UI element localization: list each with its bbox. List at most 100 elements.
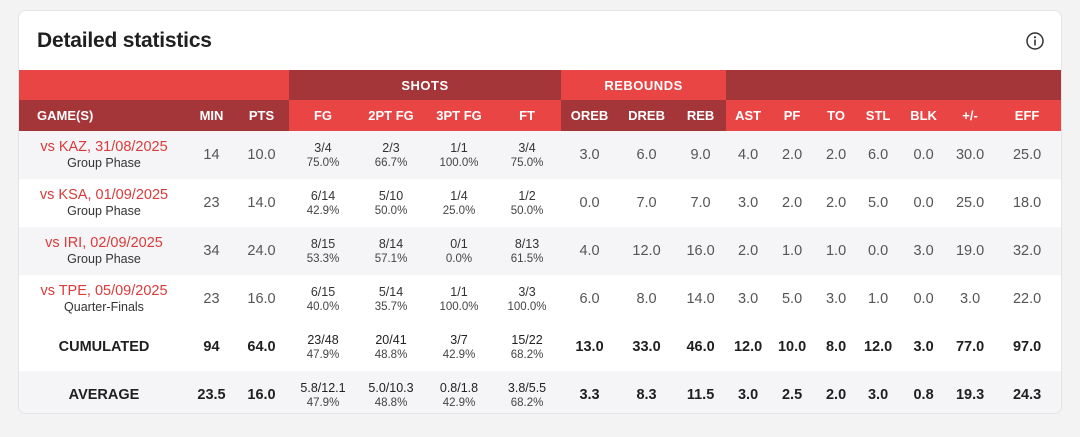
- col-header-reb[interactable]: REB: [675, 100, 727, 131]
- cell-2pt-pct: 48.8%: [374, 396, 408, 409]
- cell-to: 1.0: [814, 227, 859, 275]
- cell-pts: 16.0: [234, 275, 289, 323]
- game-cell: vs IRI, 02/09/2025 Group Phase: [19, 227, 189, 275]
- cell-plus-minus: 77.0: [949, 323, 992, 371]
- col-header-blk[interactable]: BLK: [898, 100, 950, 131]
- column-header-row: GAME(S) MIN PTS FG 2PT FG 3PT FG FT OREB…: [19, 100, 1061, 131]
- cell-3pt-pct: 100.0%: [439, 300, 479, 313]
- col-header-pts[interactable]: PTS: [234, 100, 289, 131]
- group-header-shots: SHOTS: [289, 70, 562, 100]
- table-row: vs KSA, 01/09/2025 Group Phase 23 14.0 6…: [19, 179, 1061, 227]
- cell-plus-minus: 3.0: [949, 275, 992, 323]
- cell-fg-pct: 47.9%: [306, 348, 340, 361]
- cell-to: 2.0: [814, 371, 859, 413]
- cell-ft-made: 3/3: [518, 284, 536, 299]
- col-header-eff[interactable]: EFF: [991, 100, 1061, 131]
- cell-to: 2.0: [814, 179, 859, 227]
- cell-fg-made: 8/15: [310, 236, 336, 251]
- game-link[interactable]: vs KAZ, 31/08/2025: [40, 139, 168, 155]
- cell-fg-pct: 40.0%: [306, 300, 340, 313]
- cell-stl: 1.0: [858, 275, 899, 323]
- cell-ft-pct: 61.5%: [510, 252, 544, 265]
- cell-ast: 2.0: [726, 227, 771, 275]
- cell-ft-made: 1/2: [518, 188, 536, 203]
- cell-3pt-made: 1/1: [450, 140, 468, 155]
- cell-3pt-made: 0.8/1.8: [439, 380, 479, 395]
- stats-table: SHOTS REBOUNDS GAME(S) MIN PTS FG 2PT FG…: [19, 70, 1061, 413]
- cell-ft: 3/4 75.0%: [493, 131, 562, 179]
- cell-ft-made: 8/13: [514, 236, 540, 251]
- cell-oreb: 4.0: [561, 227, 619, 275]
- cell-fg-pct: 47.9%: [306, 396, 340, 409]
- cell-blk: 0.8: [898, 371, 950, 413]
- cell-to: 2.0: [814, 131, 859, 179]
- cell-oreb: 0.0: [561, 179, 619, 227]
- game-cell: vs TPE, 05/09/2025 Quarter-Finals: [19, 275, 189, 323]
- cell-dreb: 33.0: [618, 323, 676, 371]
- col-header-games[interactable]: GAME(S): [19, 100, 189, 131]
- cell-eff: 22.0: [991, 275, 1061, 323]
- game-cell: vs KSA, 01/09/2025 Group Phase: [19, 179, 189, 227]
- cell-ft-pct: 50.0%: [510, 204, 544, 217]
- cell-2pt-pct: 48.8%: [374, 348, 408, 361]
- col-header-to[interactable]: TO: [814, 100, 859, 131]
- cell-2pt-made: 5/10: [378, 188, 404, 203]
- cell-dreb: 7.0: [618, 179, 676, 227]
- cell-ft-made: 3.8/5.5: [507, 380, 547, 395]
- cell-fg-pct: 42.9%: [306, 204, 340, 217]
- card-title: Detailed statistics: [37, 29, 212, 52]
- col-header-fg[interactable]: FG: [289, 100, 357, 131]
- cell-2pt-fg: 5.0/10.3 48.8%: [357, 371, 425, 413]
- col-header-ft[interactable]: FT: [493, 100, 562, 131]
- cell-plus-minus: 19.3: [949, 371, 992, 413]
- cell-eff: 32.0: [991, 227, 1061, 275]
- cell-ft: 1/2 50.0%: [493, 179, 562, 227]
- cell-2pt-fg: 2/3 66.7%: [357, 131, 425, 179]
- cell-plus-minus: 30.0: [949, 131, 992, 179]
- cell-ast: 4.0: [726, 131, 771, 179]
- col-header-min[interactable]: MIN: [189, 100, 234, 131]
- cell-oreb: 3.0: [561, 131, 619, 179]
- cell-min: 14: [189, 131, 234, 179]
- col-header-pf[interactable]: PF: [770, 100, 815, 131]
- col-header-ast[interactable]: AST: [726, 100, 771, 131]
- col-header-stl[interactable]: STL: [858, 100, 899, 131]
- cell-oreb: 13.0: [561, 323, 619, 371]
- cell-fg-made: 23/48: [307, 332, 339, 347]
- detailed-statistics-card: Detailed statistics SHOTS REBOUNDS GAME(…: [18, 10, 1062, 414]
- cell-3pt-fg: 1/1 100.0%: [425, 275, 493, 323]
- cell-fg-pct: 53.3%: [306, 252, 340, 265]
- cell-plus-minus: 25.0: [949, 179, 992, 227]
- cell-reb: 9.0: [675, 131, 727, 179]
- col-header-2pt-fg[interactable]: 2PT FG: [357, 100, 425, 131]
- cell-3pt-pct: 100.0%: [439, 156, 479, 169]
- cell-fg-made: 6/15: [310, 284, 336, 299]
- info-icon[interactable]: [1025, 31, 1045, 51]
- table-row: vs TPE, 05/09/2025 Quarter-Finals 23 16.…: [19, 275, 1061, 323]
- game-link[interactable]: vs KSA, 01/09/2025: [39, 187, 169, 203]
- cell-eff: 25.0: [991, 131, 1061, 179]
- cell-pts: 24.0: [234, 227, 289, 275]
- cell-eff: 97.0: [991, 323, 1061, 371]
- game-link[interactable]: vs IRI, 02/09/2025: [45, 235, 163, 251]
- col-header-dreb[interactable]: DREB: [618, 100, 676, 131]
- cell-dreb: 6.0: [618, 131, 676, 179]
- cell-fg: 3/4 75.0%: [289, 131, 357, 179]
- cell-fg-made: 6/14: [310, 188, 336, 203]
- col-header-oreb[interactable]: OREB: [561, 100, 619, 131]
- col-header-3pt-fg[interactable]: 3PT FG: [425, 100, 493, 131]
- game-link[interactable]: vs TPE, 05/09/2025: [40, 283, 168, 299]
- cell-eff: 18.0: [991, 179, 1061, 227]
- cell-stl: 6.0: [858, 131, 899, 179]
- cell-ft-made: 3/4: [518, 140, 536, 155]
- cell-2pt-pct: 66.7%: [374, 156, 408, 169]
- average-label: AVERAGE: [19, 371, 189, 413]
- col-header-plus-minus[interactable]: +/-: [949, 100, 992, 131]
- cell-fg: 6/15 40.0%: [289, 275, 357, 323]
- cell-ft: 3/3 100.0%: [493, 275, 562, 323]
- cell-pf: 2.5: [770, 371, 815, 413]
- cell-oreb: 3.3: [561, 371, 619, 413]
- cell-pts: 16.0: [234, 371, 289, 413]
- game-phase: Group Phase: [67, 156, 141, 170]
- cell-3pt-fg: 0.8/1.8 42.9%: [425, 371, 493, 413]
